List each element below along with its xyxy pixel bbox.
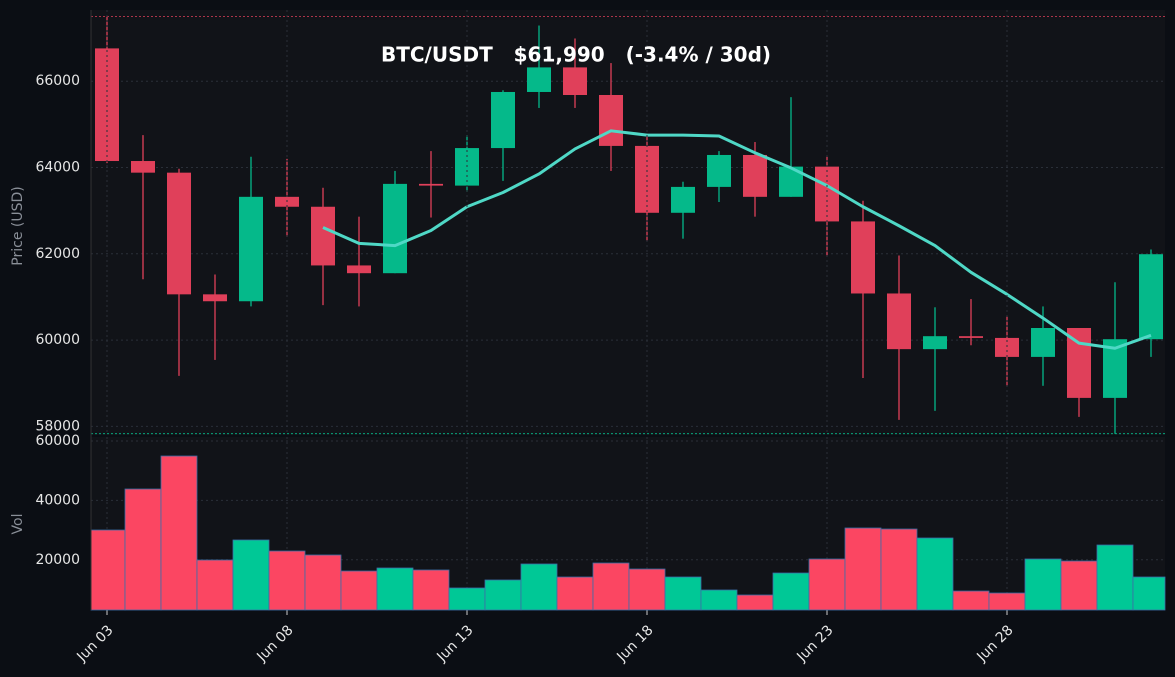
candle-body	[419, 183, 443, 186]
candle-body	[347, 265, 371, 274]
volume-bar	[808, 558, 846, 611]
volume-bar	[412, 569, 450, 611]
candle-body	[383, 183, 407, 274]
candle-body	[959, 336, 983, 338]
volume-bar	[1024, 558, 1062, 611]
candle-body	[95, 48, 119, 162]
volume-bar	[844, 527, 882, 611]
candle-body	[995, 337, 1019, 357]
volume-bar	[90, 529, 126, 611]
candle-body	[1067, 327, 1091, 398]
candle-body	[707, 154, 731, 187]
y-tick-label: 40000	[35, 492, 80, 508]
volume-bar	[988, 592, 1026, 611]
volume-bar	[556, 576, 594, 611]
volume-bar	[268, 550, 306, 611]
candle-body	[491, 91, 515, 149]
y-tick-label: 60000	[35, 332, 80, 348]
candle-body	[563, 67, 587, 95]
candle-body	[887, 293, 911, 350]
candle-body	[203, 294, 227, 302]
candle-body	[1139, 254, 1163, 340]
candle-body	[851, 221, 875, 294]
candle-body	[1031, 327, 1055, 357]
volume-bar	[1096, 544, 1134, 611]
y-tick-label: 58000	[35, 418, 80, 434]
y-tick-label: 62000	[35, 246, 80, 262]
volume-bar	[916, 537, 954, 611]
candle-body	[311, 206, 335, 266]
x-tick-label: Jun 23	[793, 622, 836, 665]
volume-bar	[376, 567, 414, 611]
volume-bar	[304, 554, 342, 611]
candle-body	[671, 186, 695, 213]
candle-body	[131, 161, 155, 173]
y-tick-label: 64000	[35, 159, 80, 175]
volume-bar	[736, 594, 774, 611]
volume-bar	[664, 576, 702, 611]
volume-bar	[772, 572, 810, 611]
candle-body	[815, 166, 839, 222]
x-tick-label: Jun 13	[433, 622, 476, 665]
volume-bar	[340, 570, 378, 611]
volume-bar	[1132, 576, 1166, 611]
volume-bar	[1060, 560, 1098, 611]
candle-body	[239, 196, 263, 302]
volume-bar	[520, 563, 558, 611]
volume-bar	[880, 528, 918, 611]
candle-body	[167, 172, 191, 295]
volume-bar	[952, 590, 990, 611]
volume-bar	[592, 562, 630, 611]
candle-body	[923, 336, 947, 350]
x-tick-label: Jun 03	[73, 622, 116, 665]
y-tick-label: 20000	[35, 552, 80, 568]
candle-body	[599, 95, 623, 146]
chart-title: BTC/USDT $61,990 (-3.4% / 30d)	[381, 43, 771, 67]
volume-bar	[232, 539, 270, 611]
volume-bar	[448, 587, 486, 611]
volume-bar	[160, 455, 198, 611]
y-axis-label: Vol	[10, 514, 26, 535]
volume-bar	[124, 488, 162, 611]
y-axis-label: Price (USD)	[10, 186, 26, 265]
volume-bar	[628, 568, 666, 611]
x-tick-label: Jun 08	[253, 622, 296, 665]
volume-bar	[484, 579, 522, 611]
candle-body	[527, 67, 551, 92]
candle-body	[743, 154, 767, 197]
x-tick-label: Jun 18	[613, 622, 656, 665]
moving-average-line	[322, 129, 1152, 350]
y-tick-label: 66000	[35, 73, 80, 89]
volume-bar	[196, 559, 234, 611]
x-tick-label: Jun 28	[973, 622, 1016, 665]
y-tick-label: 60000	[35, 433, 80, 449]
volume-bar	[700, 589, 738, 611]
